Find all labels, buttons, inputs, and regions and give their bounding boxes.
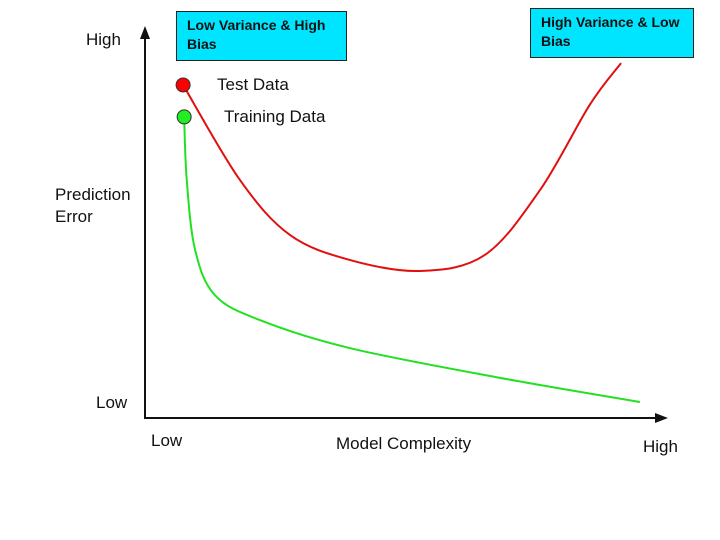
training-data-marker [176,109,192,125]
annotation-high-variance-low-bias: High Variance & Low Bias [530,8,694,58]
y-axis-arrow [140,26,150,39]
legend-training-data: Training Data [224,107,326,126]
test-data-marker [175,77,191,93]
legend-test-data: Test Data [217,75,289,94]
test-data-curve [182,62,622,273]
x-tick-high: High [643,437,678,456]
training-data-curve [183,116,641,403]
x-axis-label: Model Complexity [336,434,472,453]
y-axis-label: Prediction Error [55,185,131,226]
x-axis-arrow [655,413,668,423]
y-tick-low: Low [96,393,128,412]
annotation-low-variance-high-bias: Low Variance & High Bias [176,11,347,61]
y-tick-high: High [86,30,121,49]
x-tick-low: Low [151,431,183,450]
